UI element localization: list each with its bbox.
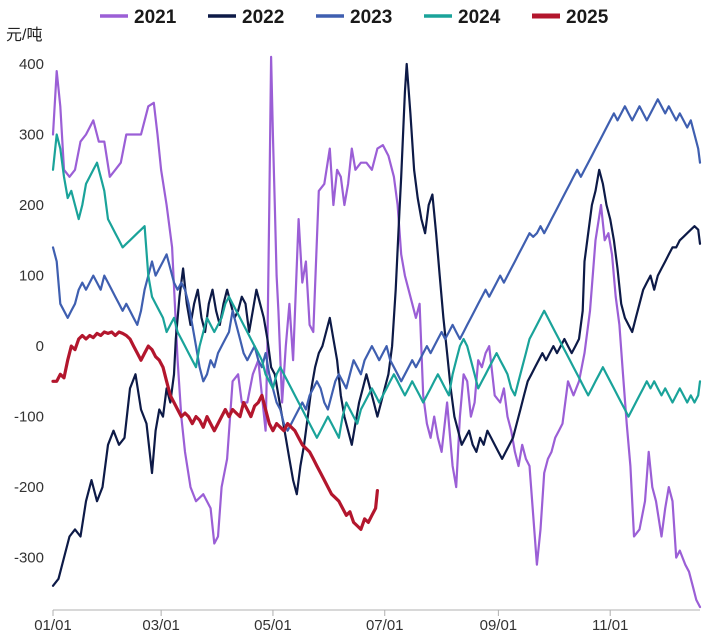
series-line-2022: [51, 62, 702, 587]
series-line-2021: [51, 55, 702, 609]
x-tick-label: 09/01: [480, 617, 518, 634]
x-tick-label: 03/01: [142, 617, 180, 634]
x-tick-label: 01/01: [34, 617, 72, 634]
legend: 2021 2022 2023 2024 2025: [100, 7, 609, 28]
x-tick-label: 11/01: [592, 617, 628, 634]
y-tick-label: -200: [14, 479, 44, 496]
series-line-2023: [51, 98, 702, 432]
y-tick-label: 0: [36, 338, 44, 355]
legend-label-2021: 2021: [134, 7, 177, 28]
x-axis: 01/01 03/01 05/01 07/01 09/01 11/01: [34, 609, 700, 634]
series-line-2025: [51, 330, 379, 531]
y-tick-label: 100: [19, 268, 44, 285]
legend-label-2022: 2022: [242, 7, 284, 28]
x-tick-label: 07/01: [366, 617, 404, 634]
y-tick-label: -100: [14, 409, 44, 426]
y-axis: 400 300 200 100 0 -100 -200 -300: [14, 56, 44, 567]
y-tick-label: 400: [19, 56, 44, 73]
x-tick-label: 05/01: [254, 617, 292, 634]
y-axis-unit-label: 元/吨: [6, 26, 42, 44]
y-tick-label: 200: [19, 197, 44, 214]
legend-label-2023: 2023: [350, 7, 392, 28]
plot-area: [51, 55, 702, 609]
y-tick-label: -300: [14, 550, 44, 567]
legend-label-2024: 2024: [458, 7, 501, 28]
legend-label-2025: 2025: [566, 7, 609, 28]
y-tick-label: 300: [19, 127, 44, 144]
series-line-2024: [51, 133, 702, 439]
